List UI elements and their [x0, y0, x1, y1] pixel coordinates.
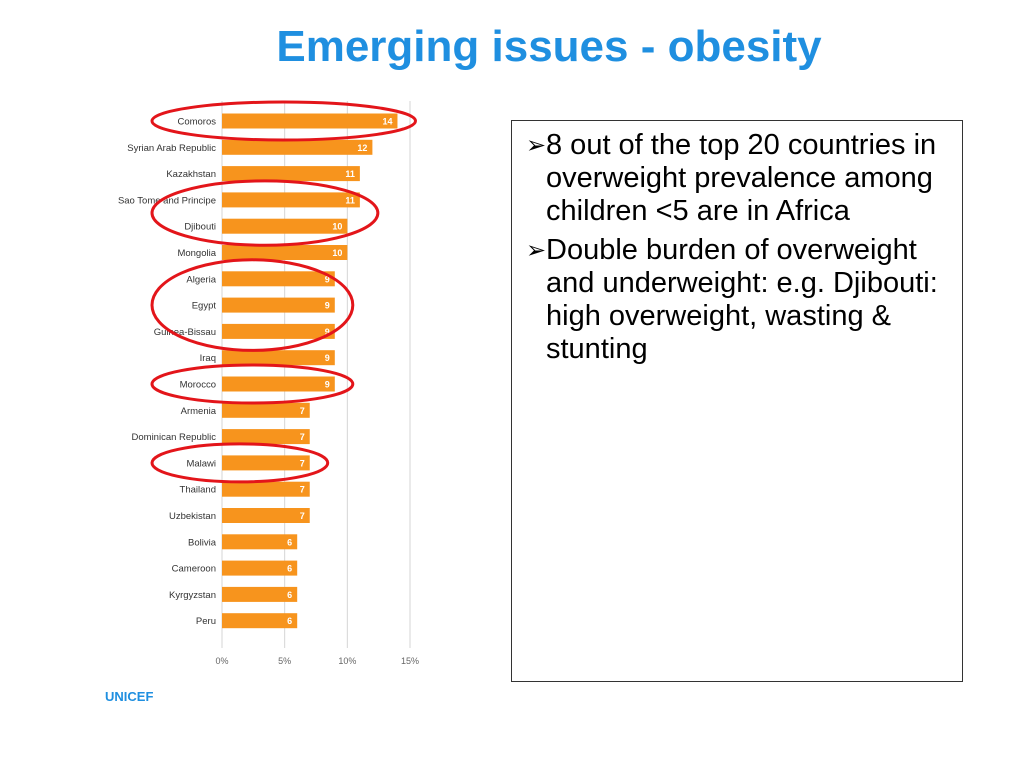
- bar-armenia: [222, 402, 310, 418]
- value-label-comoros: 14: [382, 117, 392, 127]
- category-label-syrian-arab-republic: Syrian Arab Republic: [127, 143, 216, 154]
- value-label-sao-tome-and-principe: 11: [345, 195, 355, 205]
- slide-title: Emerging issues - obesity: [276, 22, 822, 71]
- bar-iraq: [222, 350, 335, 366]
- bar-mongolia: [222, 245, 348, 260]
- category-label-guinea-bissau: Guinea-Bissau: [154, 327, 216, 338]
- arrow-bullet-icon: ➢: [526, 237, 547, 264]
- category-label-algeria: Algeria: [186, 274, 216, 285]
- value-label-algeria: 9: [325, 274, 330, 284]
- highlight-ellipse-malawi: [150, 442, 330, 484]
- category-label-sao-tome-and-principe: Sao Tome and Principe: [118, 195, 216, 206]
- bar-thailand: [222, 481, 310, 497]
- source-label: UNICEF: [105, 689, 154, 704]
- category-label-dominican-republic: Dominican Republic: [132, 432, 217, 443]
- category-label-armenia: Armenia: [181, 406, 217, 417]
- value-label-iraq: 9: [325, 353, 330, 363]
- bar-sao-tome-and-principe: [222, 192, 360, 208]
- x-tick-label: 10%: [338, 656, 356, 666]
- value-label-kazakhstan: 11: [345, 169, 355, 179]
- bar-syrian-arab-republic: [222, 139, 373, 155]
- bar-comoros: [222, 113, 398, 129]
- chart-highlights: [150, 100, 417, 484]
- bullet-double-burden: ➢ Double burden of overweight and underw…: [526, 234, 952, 366]
- value-label-malawi: 7: [300, 458, 305, 468]
- category-label-uzbekistan: Uzbekistan: [169, 511, 216, 522]
- highlight-ellipse-sao-tome-and-principe: [150, 179, 380, 247]
- bar-egypt: [222, 297, 335, 313]
- value-label-thailand: 7: [300, 485, 305, 495]
- bar-djibouti: [222, 218, 348, 234]
- bar-uzbekistan: [222, 508, 310, 523]
- value-label-syrian-arab-republic: 12: [357, 143, 367, 153]
- value-label-armenia: 7: [300, 406, 305, 416]
- value-label-morocco: 9: [325, 380, 330, 390]
- bar-morocco: [222, 376, 335, 392]
- category-label-kazakhstan: Kazakhstan: [166, 169, 216, 180]
- x-tick-label: 15%: [401, 656, 419, 666]
- bullet-africa-top20: ➢ 8 out of the top 20 countries in overw…: [526, 129, 952, 228]
- x-tick-label: 5%: [278, 656, 291, 666]
- bar-peru: [222, 613, 298, 629]
- bar-cameroon: [222, 560, 298, 576]
- category-label-kyrgyzstan: Kyrgyzstan: [169, 590, 216, 601]
- overweight-bar-chart: 0% 5% 10% 15% Comoros 14 Syrian Arab Republic 1…: [118, 100, 419, 666]
- chart-grid: 0% 5% 10% 15%: [215, 101, 419, 666]
- value-label-egypt: 9: [325, 301, 330, 311]
- bar-kazakhstan: [222, 166, 360, 182]
- category-label-iraq: Iraq: [200, 353, 216, 364]
- category-label-djibouti: Djibouti: [184, 222, 216, 233]
- bullet-box: ➢ 8 out of the top 20 countries in overw…: [511, 120, 963, 682]
- bar-algeria: [222, 271, 335, 287]
- value-label-mongolia: 10: [332, 248, 342, 258]
- bar-kyrgyzstan: [222, 586, 298, 602]
- category-label-comoros: Comoros: [177, 117, 216, 128]
- category-label-thailand: Thailand: [180, 485, 216, 496]
- bullet-text: Double burden of overweight and underwei…: [546, 234, 938, 365]
- category-label-egypt: Egypt: [192, 301, 217, 312]
- arrow-bullet-icon: ➢: [526, 132, 547, 159]
- chart-bars: Comoros 14 Syrian Arab Republic 12 Kazakhsta…: [118, 113, 398, 629]
- bar-guinea-bissau: [222, 323, 335, 339]
- highlight-ellipse-algeria: [150, 258, 355, 352]
- category-label-morocco: Morocco: [180, 380, 216, 391]
- highlight-ellipse-comoros: [150, 100, 417, 142]
- value-label-dominican-republic: 7: [300, 432, 305, 442]
- value-label-djibouti: 10: [332, 222, 342, 232]
- bullet-text: 8 out of the top 20 countries in overwei…: [546, 129, 937, 227]
- value-label-uzbekistan: 7: [300, 511, 305, 521]
- value-label-bolivia: 6: [287, 537, 292, 547]
- bar-malawi: [222, 455, 310, 471]
- bar-dominican-republic: [222, 429, 310, 445]
- value-label-peru: 6: [287, 616, 292, 626]
- category-label-bolivia: Bolivia: [188, 537, 217, 548]
- category-label-peru: Peru: [196, 616, 216, 627]
- bar-bolivia: [222, 534, 298, 550]
- category-label-malawi: Malawi: [186, 458, 216, 469]
- value-label-kyrgyzstan: 6: [287, 590, 292, 600]
- value-label-guinea-bissau: 9: [325, 327, 330, 337]
- category-label-cameroon: Cameroon: [172, 564, 216, 575]
- value-label-cameroon: 6: [287, 564, 292, 574]
- category-label-mongolia: Mongolia: [177, 248, 216, 259]
- highlight-ellipse-morocco: [150, 363, 355, 405]
- x-tick-label: 0%: [215, 656, 228, 666]
